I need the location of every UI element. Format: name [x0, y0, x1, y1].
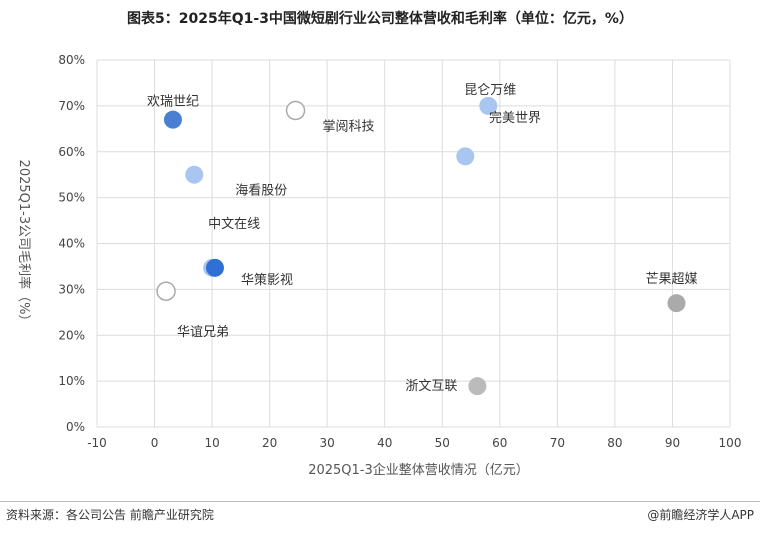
data-point — [468, 377, 487, 396]
x-tick-label: 60 — [492, 436, 507, 450]
chart-title: 图表5：2025年Q1-3中国微短剧行业公司整体营收和毛利率（单位：亿元，%） — [127, 11, 633, 27]
data-point — [156, 281, 176, 301]
y-tick-label: 40% — [58, 237, 85, 251]
data-point — [205, 258, 224, 277]
data-point — [479, 96, 498, 115]
x-axis-label: 2025Q1-3企业整体营收情况（亿元） — [308, 462, 529, 478]
data-label: 浙文互联 — [405, 379, 457, 394]
data-label: 华策影视 — [241, 272, 293, 288]
data-point — [667, 294, 686, 313]
data-label: 完美世界 — [489, 111, 541, 126]
x-tick-label: 40 — [377, 436, 392, 450]
data-label: 掌阅科技 — [323, 119, 375, 134]
data-label: 昆仑万维 — [464, 83, 516, 98]
data-point — [185, 165, 204, 184]
x-tick-label: 100 — [719, 436, 742, 450]
data-label: 海看股份 — [235, 183, 287, 199]
x-tick-label: 50 — [435, 436, 450, 450]
x-tick-label: 70 — [550, 436, 565, 450]
data-point — [285, 100, 306, 121]
y-tick-label: 60% — [58, 145, 85, 159]
data-label: 芒果超媒 — [645, 271, 697, 287]
x-tick-label: -10 — [87, 436, 107, 450]
y-axis-label: 2025Q1-3公司毛利率（%） — [16, 160, 32, 328]
y-tick-label: 70% — [58, 99, 85, 113]
x-tick-label: 80 — [607, 436, 622, 450]
x-tick-label: 90 — [665, 436, 680, 450]
data-label: 华谊兄弟 — [177, 325, 229, 340]
source-note: 资料来源：各公司公告 前瞻产业研究院 — [6, 508, 214, 522]
data-label: 欢瑞世纪 — [147, 95, 199, 110]
y-tick-label: 30% — [58, 282, 85, 296]
y-tick-label: 0% — [66, 420, 85, 434]
x-tick-label: 0 — [151, 436, 159, 450]
data-point — [163, 110, 182, 129]
y-tick-label: 50% — [58, 191, 85, 205]
data-point — [456, 147, 475, 166]
x-tick-label: 20 — [262, 436, 277, 450]
x-tick-label: 10 — [204, 436, 219, 450]
brand-label: @前瞻经济学人APP — [647, 508, 754, 522]
y-tick-label: 10% — [58, 374, 85, 388]
y-tick-label: 80% — [58, 53, 85, 67]
x-tick-label: 30 — [320, 436, 335, 450]
data-label: 中文在线 — [208, 217, 260, 232]
footer-divider — [0, 501, 760, 502]
y-tick-label: 20% — [58, 328, 85, 342]
